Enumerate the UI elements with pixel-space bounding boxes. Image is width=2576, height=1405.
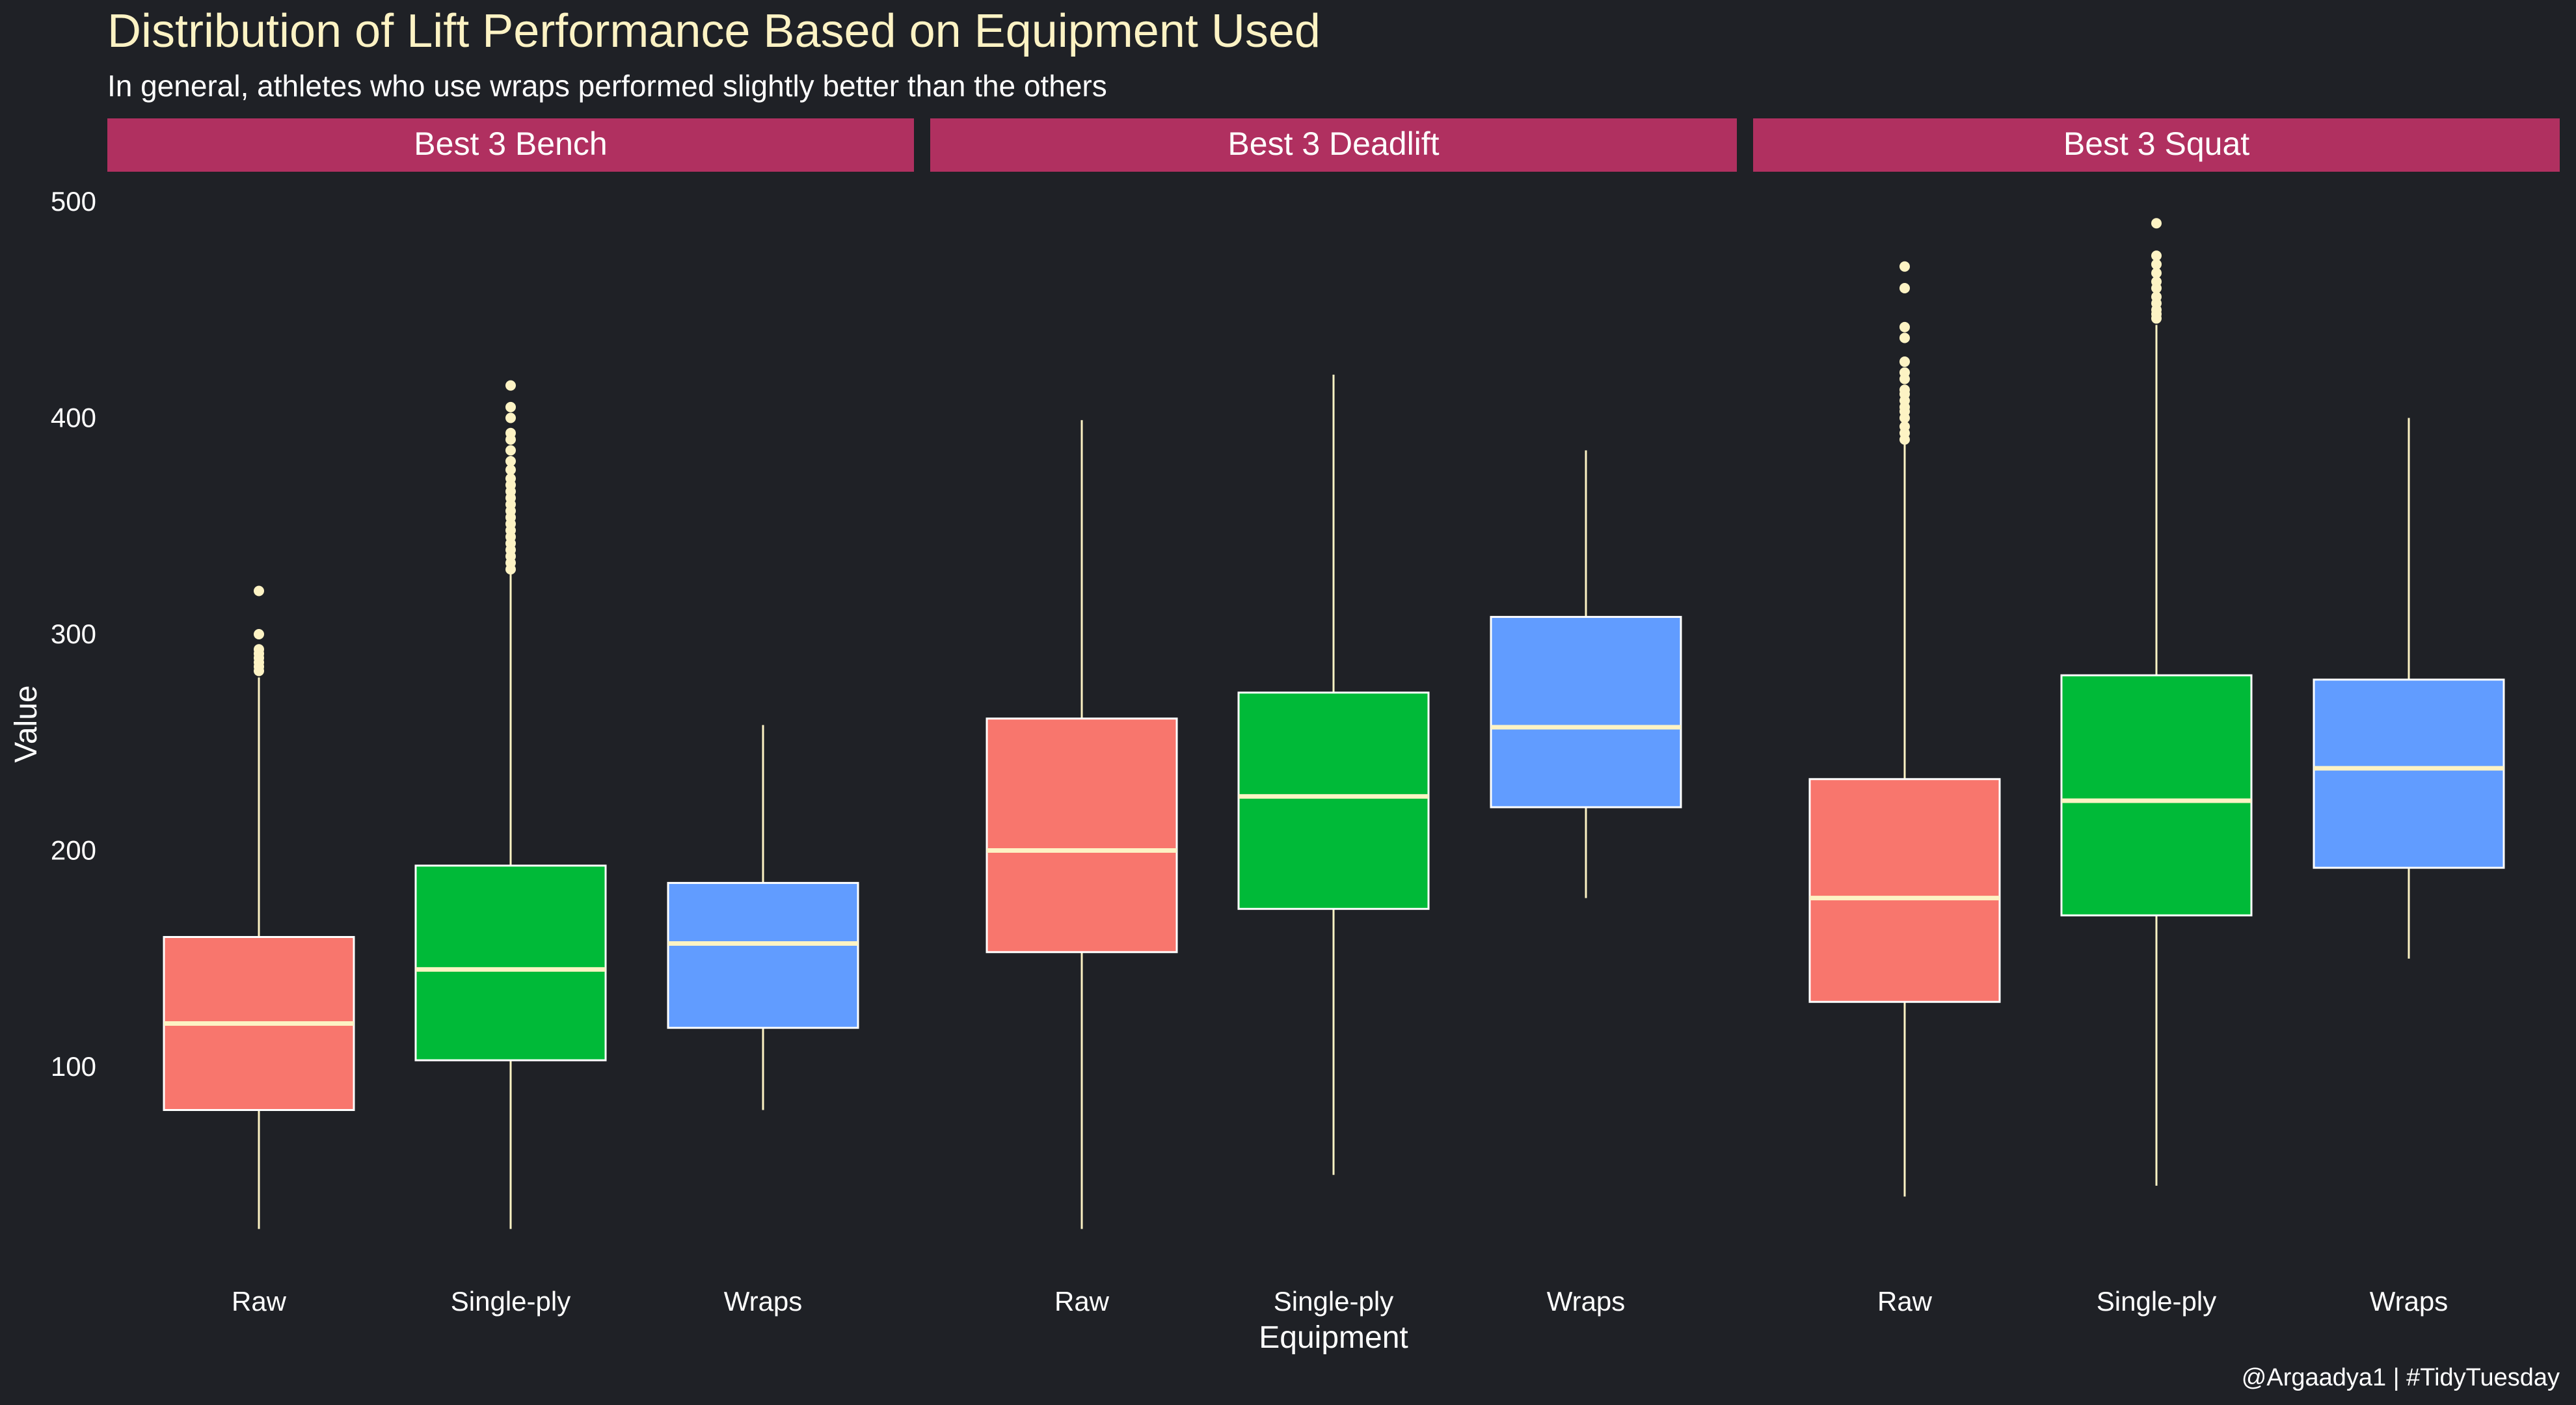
iqr-box (986, 717, 1178, 954)
outlier-point (505, 445, 516, 456)
iqr-box (667, 881, 859, 1029)
iqr-box (2060, 674, 2253, 917)
x-tick-label: Single-ply (2097, 1286, 2216, 1317)
outlier-point (2151, 267, 2162, 278)
x-tick-label: Raw (232, 1286, 287, 1317)
facet-strip (930, 118, 1737, 172)
outlier-point (1899, 367, 1910, 378)
outlier-point (254, 629, 264, 639)
x-tick-label: Raw (1054, 1286, 1110, 1317)
x-tick-label: Wraps (2370, 1286, 2449, 1317)
facet-panel: Best 3 Deadlift Raw Single-ply Wraps (930, 118, 1737, 1317)
box-single-ply (2060, 218, 2253, 1186)
chart-title: Distribution of Lift Performance Based o… (107, 5, 1321, 57)
outlier-point (505, 427, 516, 438)
y-tick-label: 300 (51, 619, 96, 649)
outlier-point (2151, 259, 2162, 270)
outlier-point (1899, 321, 1910, 332)
x-tick-label: Wraps (1547, 1286, 1626, 1317)
chart-caption: @Argaadya1 | #TidyTuesday (2242, 1364, 2560, 1391)
outlier-point (505, 412, 516, 423)
y-axis-title: Value (9, 685, 44, 762)
facet-panel: Best 3 Squat Raw Single-ply Wraps (1753, 118, 2560, 1317)
outlier-point (1899, 332, 1910, 343)
iqr-box (1808, 778, 2001, 1003)
box-raw (163, 585, 355, 1229)
y-tick-label: 100 (51, 1051, 96, 1082)
x-tick-label: Raw (1877, 1286, 1933, 1317)
outlier-point (1899, 356, 1910, 368)
outlier-point (1899, 283, 1910, 293)
outlier-point (2151, 291, 2162, 302)
box-single-ply (414, 380, 607, 1229)
y-tick-label: 500 (51, 186, 96, 217)
facet-panel: Best 3 Bench Raw Single-ply Wraps (107, 118, 914, 1317)
facet-strip-label: Best 3 Deadlift (1228, 126, 1439, 162)
x-axis-title: Equipment (1259, 1320, 1408, 1355)
plot-layer: 100 200 300 400 500 Best 3 Bench Raw Single-ply… (51, 118, 2560, 1317)
outlier-point (505, 464, 516, 475)
iqr-box (1490, 615, 1682, 809)
box-raw (1808, 261, 2001, 1197)
outlier-point (254, 644, 264, 655)
outlier-point (505, 401, 516, 412)
box-wraps (2313, 418, 2505, 959)
facet-strip (107, 118, 914, 172)
box-wraps (667, 725, 859, 1110)
y-tick-label: 400 (51, 403, 96, 433)
iqr-box (1237, 691, 1430, 910)
outlier-point (2151, 276, 2162, 288)
outlier-point (2151, 250, 2162, 261)
chart-subtitle: In general, athletes who use wraps perfo… (107, 69, 1107, 103)
iqr-box (414, 864, 607, 1062)
outlier-point (254, 585, 264, 596)
box-wraps (1490, 450, 1682, 898)
outlier-point (1899, 261, 1910, 272)
x-tick-label: Wraps (724, 1286, 803, 1317)
iqr-box (2313, 678, 2505, 869)
outlier-point (1899, 421, 1910, 432)
outlier-point (505, 456, 516, 466)
x-tick-label: Single-ply (1274, 1286, 1393, 1317)
facet-strip-label: Best 3 Bench (414, 126, 607, 162)
box-raw (986, 420, 1178, 1229)
box-single-ply (1237, 375, 1430, 1175)
outlier-point (505, 380, 516, 391)
outlier-point (505, 473, 516, 484)
facet-strip (1753, 118, 2560, 172)
x-tick-label: Single-ply (451, 1286, 570, 1317)
facet-strip-label: Best 3 Squat (2063, 126, 2249, 162)
y-tick-label: 200 (51, 835, 96, 866)
outlier-point (1899, 384, 1910, 395)
outlier-point (2151, 218, 2162, 229)
